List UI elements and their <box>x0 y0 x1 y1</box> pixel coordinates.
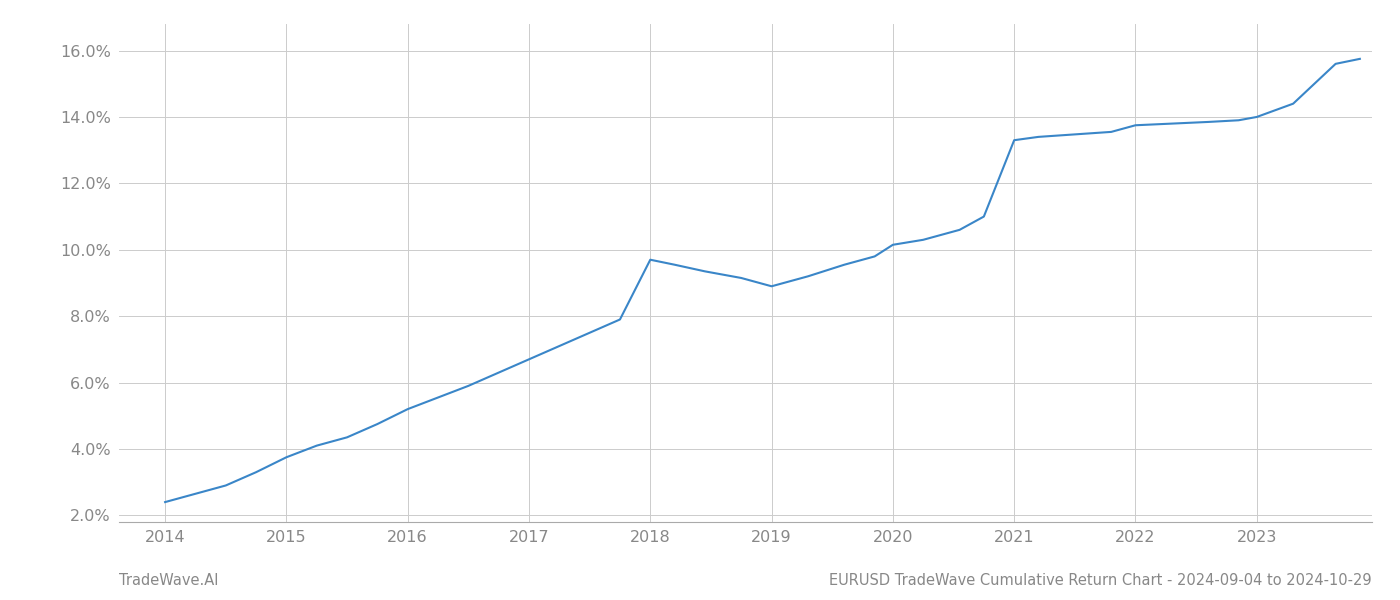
Text: EURUSD TradeWave Cumulative Return Chart - 2024-09-04 to 2024-10-29: EURUSD TradeWave Cumulative Return Chart… <box>829 573 1372 588</box>
Text: TradeWave.AI: TradeWave.AI <box>119 573 218 588</box>
